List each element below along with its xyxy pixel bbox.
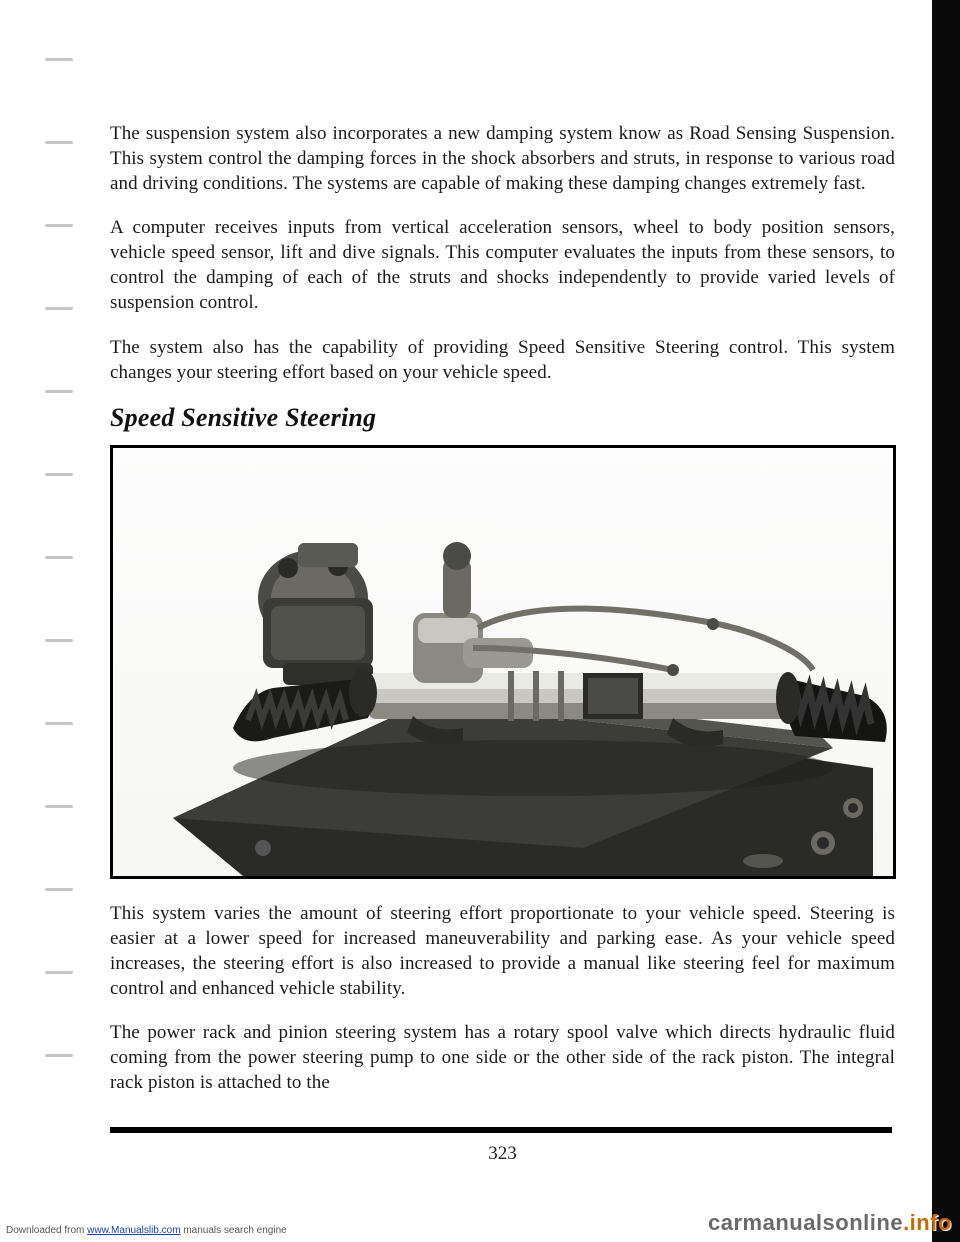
body-paragraph: The power rack and pinion steering syste… <box>110 1020 895 1095</box>
binding-tick <box>45 58 73 61</box>
binding-marks <box>45 58 73 1137</box>
binding-tick <box>45 1054 73 1057</box>
page-edge-shadow <box>932 0 960 1242</box>
binding-tick <box>45 390 73 393</box>
binding-tick <box>45 971 73 974</box>
binding-tick <box>45 556 73 559</box>
binding-tick <box>45 639 73 642</box>
binding-tick <box>45 805 73 808</box>
footer-text: Downloaded from <box>6 1225 87 1236</box>
footer-rule <box>110 1127 892 1133</box>
binding-tick <box>45 722 73 725</box>
page-number: 323 <box>110 1143 895 1165</box>
steering-illustration-svg <box>113 448 893 876</box>
binding-tick <box>45 888 73 891</box>
steering-figure <box>110 445 896 879</box>
footer-download-note: Downloaded from www.Manualslib.com manua… <box>6 1225 287 1236</box>
footer-text: manuals search engine <box>181 1225 287 1236</box>
section-heading: Speed Sensitive Steering <box>110 403 895 433</box>
watermark: carmanualsonline.info <box>708 1210 952 1236</box>
body-paragraph: A computer receives inputs from vertical… <box>110 215 895 315</box>
binding-tick <box>45 473 73 476</box>
content-column: The suspension system also incorporates … <box>110 102 895 1165</box>
body-paragraph: The suspension system also incorporates … <box>110 121 895 196</box>
binding-tick <box>45 141 73 144</box>
watermark-main: carmanualsonline <box>708 1210 903 1235</box>
watermark-suffix: .info <box>903 1210 952 1235</box>
page: The suspension system also incorporates … <box>0 0 960 1242</box>
binding-tick <box>45 307 73 310</box>
footer-link[interactable]: www.Manualslib.com <box>87 1225 180 1236</box>
binding-tick <box>45 224 73 227</box>
body-paragraph: The system also has the capability of pr… <box>110 335 895 385</box>
body-paragraph: This system varies the amount of steerin… <box>110 901 895 1001</box>
